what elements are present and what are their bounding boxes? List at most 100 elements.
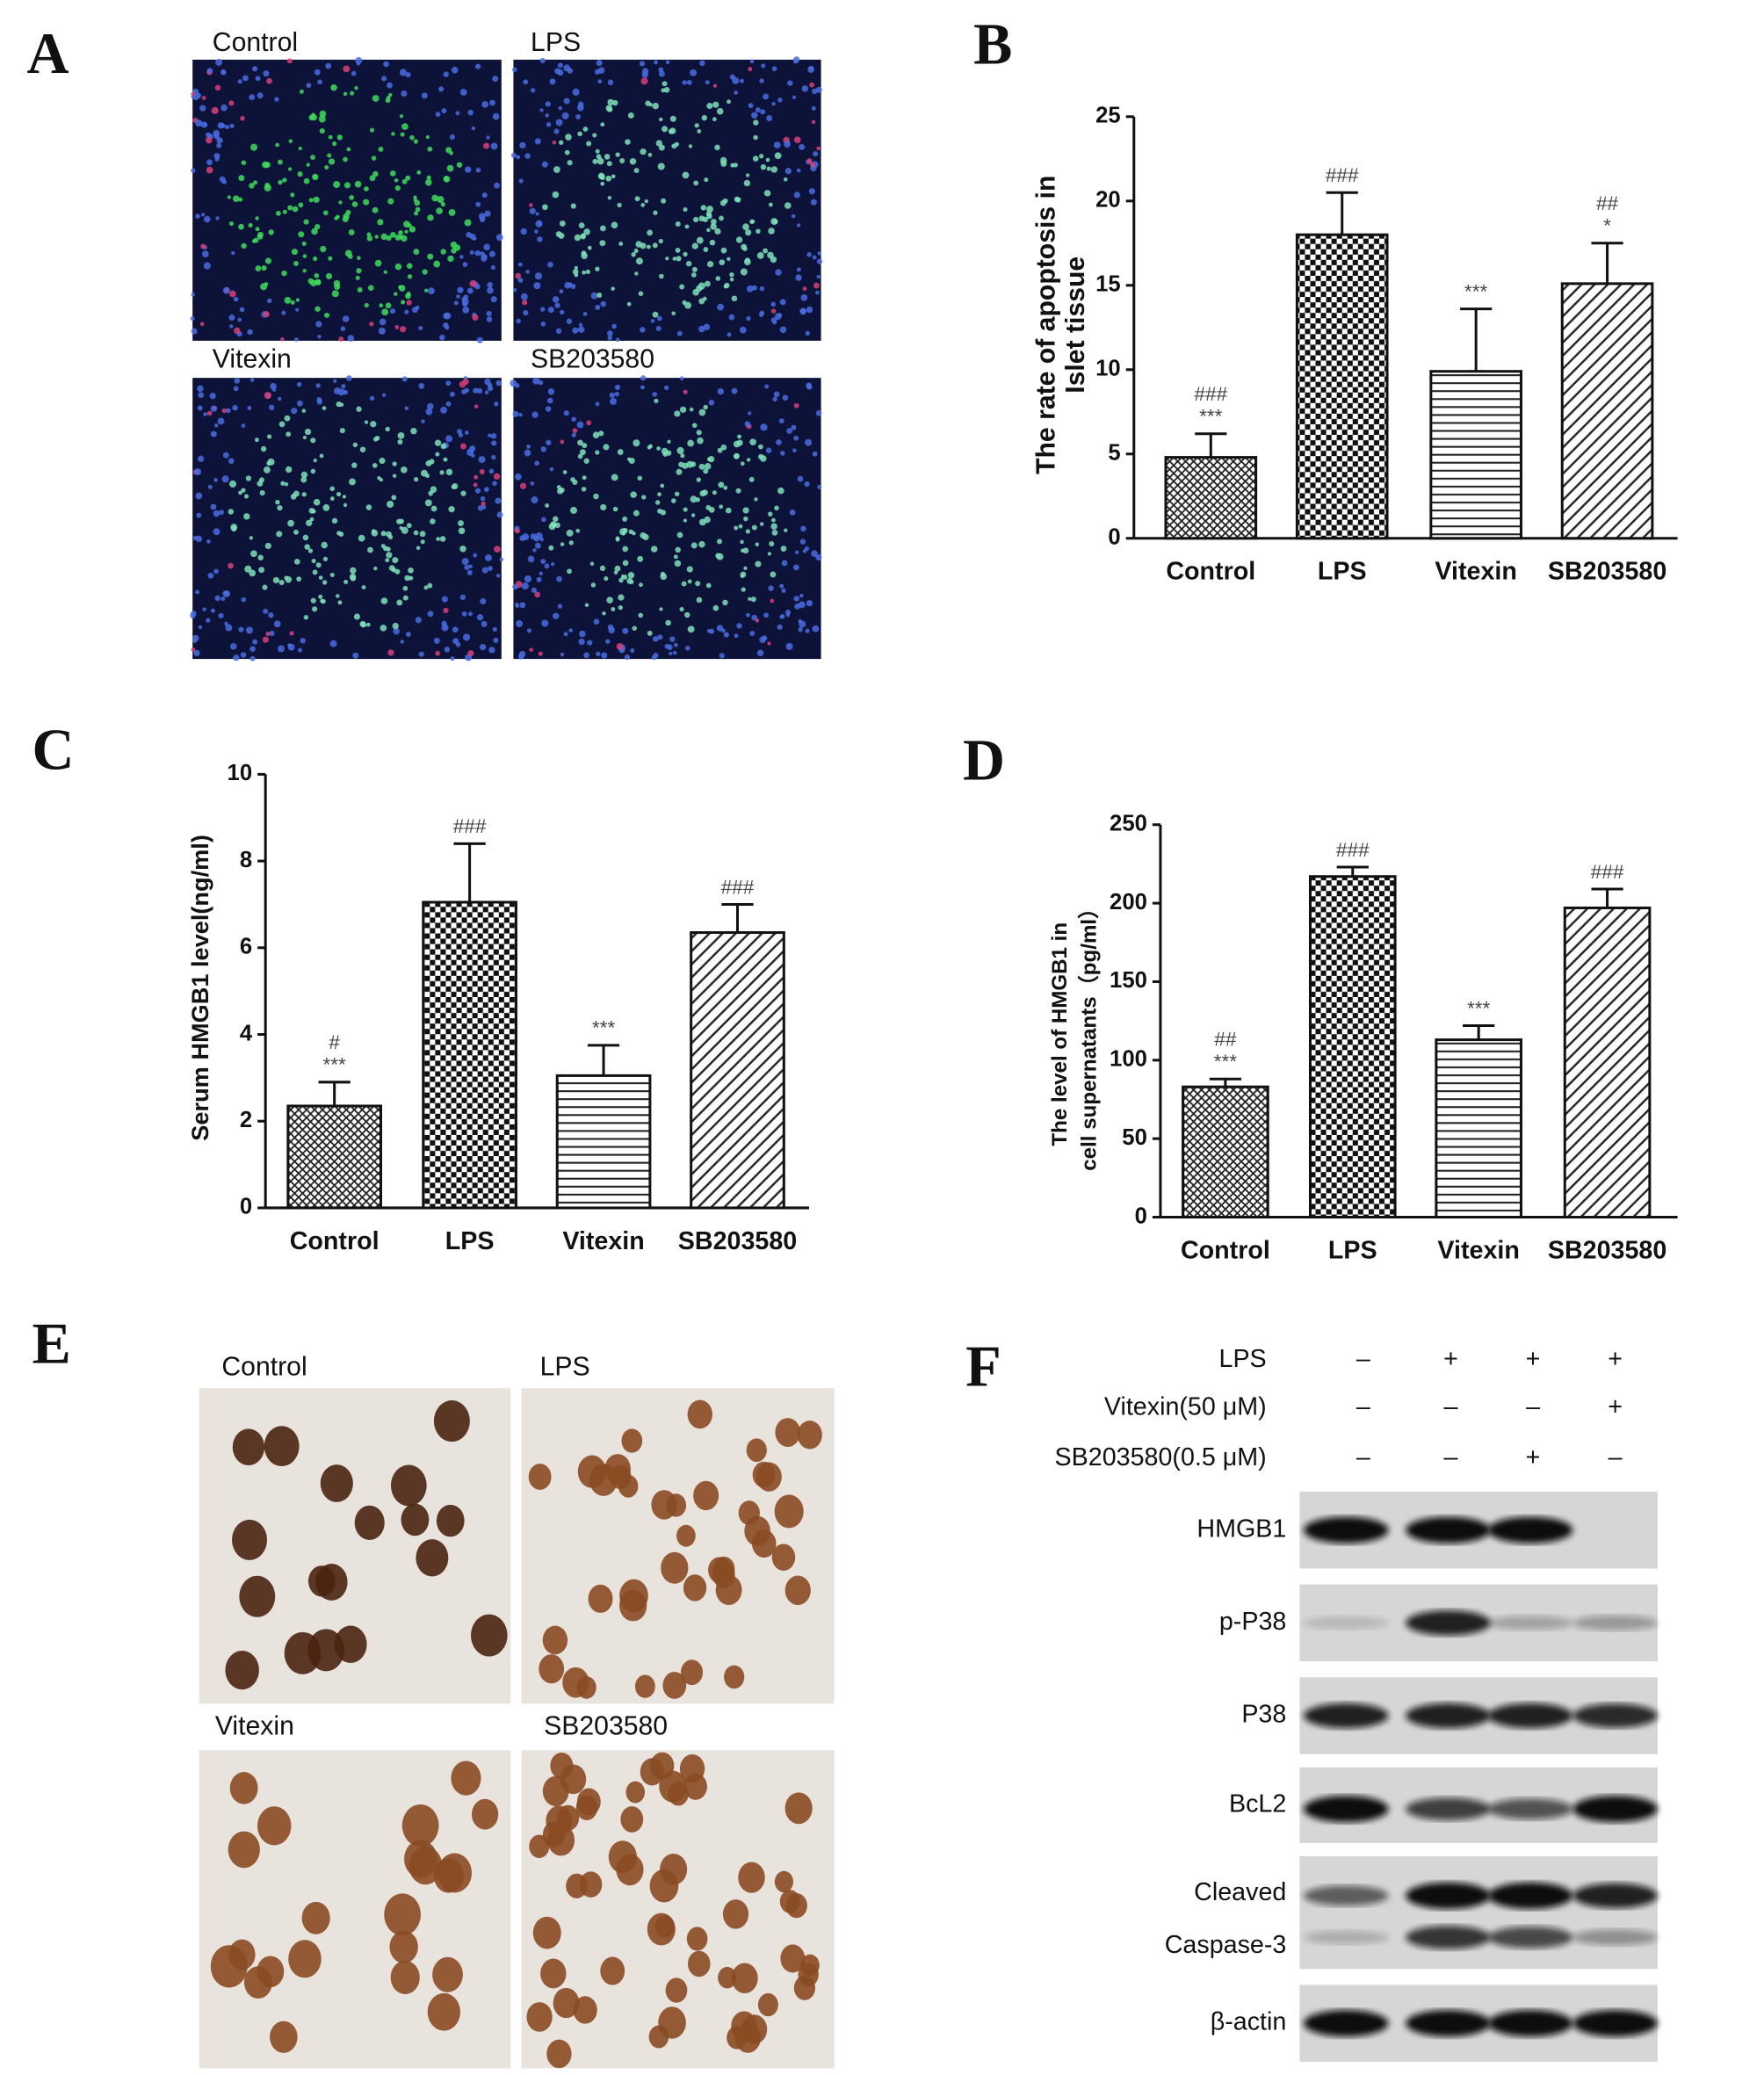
cell-dot bbox=[704, 280, 711, 287]
cell-dot bbox=[647, 630, 653, 636]
cell-dot bbox=[365, 504, 372, 510]
cell bbox=[784, 1575, 811, 1606]
cell-dot bbox=[547, 261, 553, 268]
cell-dot bbox=[237, 79, 242, 84]
cell-dot bbox=[216, 137, 223, 144]
cell-dot bbox=[328, 158, 336, 165]
cell-dot bbox=[200, 121, 207, 128]
cell-dot bbox=[745, 229, 752, 236]
cell-dot bbox=[462, 301, 468, 307]
cell-dot bbox=[257, 92, 264, 99]
cell-dot bbox=[435, 650, 441, 656]
cell bbox=[722, 1899, 749, 1929]
cell-dot bbox=[716, 107, 724, 115]
cell-dot bbox=[622, 516, 628, 522]
cell-dot bbox=[567, 68, 574, 74]
cell-dot bbox=[467, 650, 474, 657]
cell-dot bbox=[396, 518, 402, 524]
cell-dot bbox=[378, 327, 386, 335]
cell-dot bbox=[575, 114, 581, 119]
cell-dot bbox=[234, 378, 241, 384]
cell-dot bbox=[799, 308, 806, 315]
blot-strip bbox=[1299, 1677, 1658, 1754]
y-axis-label: cell supernatants（pg/ml） bbox=[1077, 898, 1101, 1171]
cell-dot bbox=[206, 410, 213, 416]
cell-dot bbox=[755, 107, 761, 113]
cell-dot bbox=[690, 542, 698, 549]
cell-dot bbox=[469, 279, 477, 287]
cell-dot bbox=[327, 153, 332, 158]
cell-dot bbox=[298, 146, 302, 151]
cell-dot bbox=[199, 105, 206, 112]
cell-dot bbox=[652, 242, 658, 249]
cell-dot bbox=[252, 66, 258, 72]
cell-dot bbox=[252, 639, 258, 645]
cell-dot bbox=[770, 523, 777, 530]
cell-dot bbox=[607, 98, 614, 106]
cell-dot bbox=[460, 490, 466, 496]
cell-dot bbox=[383, 270, 387, 274]
cell-dot bbox=[633, 168, 640, 174]
significance-label: ## bbox=[1596, 192, 1619, 214]
error-bar bbox=[1463, 1023, 1495, 1040]
cell-dot bbox=[659, 607, 663, 611]
cell-dot bbox=[534, 272, 543, 280]
cell-dot bbox=[791, 424, 797, 430]
cell-dot bbox=[206, 539, 211, 544]
cell-dot bbox=[531, 587, 538, 594]
cell-dot bbox=[421, 469, 428, 477]
cell-dot bbox=[310, 597, 316, 604]
cell-dot bbox=[669, 115, 676, 122]
cell bbox=[401, 1503, 430, 1536]
cell-dot bbox=[618, 242, 624, 246]
cell-dot bbox=[669, 636, 676, 642]
panel-letter: E bbox=[33, 1312, 71, 1377]
cell-dot bbox=[806, 599, 813, 607]
cell-dot bbox=[544, 563, 550, 569]
cell bbox=[608, 1840, 637, 1874]
cell-dot bbox=[733, 440, 741, 448]
cell-dot bbox=[369, 127, 375, 133]
cell bbox=[210, 1945, 248, 1988]
cell-dot bbox=[618, 594, 625, 601]
blot-strip bbox=[1299, 1767, 1658, 1843]
significance-label: # bbox=[329, 1031, 340, 1053]
cell-dot bbox=[214, 156, 220, 162]
cell-dot bbox=[381, 393, 387, 397]
image-caption: SB203580 bbox=[531, 344, 654, 373]
cell-dot bbox=[332, 141, 337, 147]
cell-dot bbox=[400, 326, 407, 333]
cell-dot bbox=[228, 290, 236, 298]
cell bbox=[390, 1464, 427, 1507]
cell-dot bbox=[392, 461, 397, 466]
cell-dot bbox=[381, 308, 389, 316]
cell-dot bbox=[556, 575, 562, 582]
cell-dot bbox=[221, 179, 227, 184]
cell-dot bbox=[638, 612, 644, 618]
cell-dot bbox=[673, 554, 678, 560]
cell-dot bbox=[273, 620, 281, 628]
cell-dot bbox=[339, 402, 344, 408]
cell-dot bbox=[300, 471, 308, 479]
cell-dot bbox=[402, 585, 408, 591]
band bbox=[1487, 2010, 1573, 2037]
y-axis-label: The level of HMGB1 in bbox=[1048, 922, 1072, 1146]
cell-dot bbox=[191, 91, 195, 97]
cell-dot bbox=[628, 529, 634, 535]
cell-dot bbox=[534, 542, 541, 549]
cell-dot bbox=[331, 517, 338, 524]
cell-dot bbox=[423, 288, 429, 293]
cell-dot bbox=[481, 255, 488, 262]
cell-dot bbox=[806, 252, 812, 257]
cell-dot bbox=[743, 516, 748, 522]
cell-dot bbox=[220, 69, 227, 76]
cell-dot bbox=[436, 537, 441, 541]
cell-dot bbox=[481, 101, 488, 108]
cell-dot bbox=[336, 594, 340, 598]
cell-dot bbox=[748, 103, 754, 109]
cell-dot bbox=[403, 221, 410, 228]
cell-dot bbox=[213, 153, 220, 160]
cell-dot bbox=[783, 177, 788, 182]
cell-dot bbox=[413, 139, 418, 144]
cell-dot bbox=[572, 428, 578, 434]
